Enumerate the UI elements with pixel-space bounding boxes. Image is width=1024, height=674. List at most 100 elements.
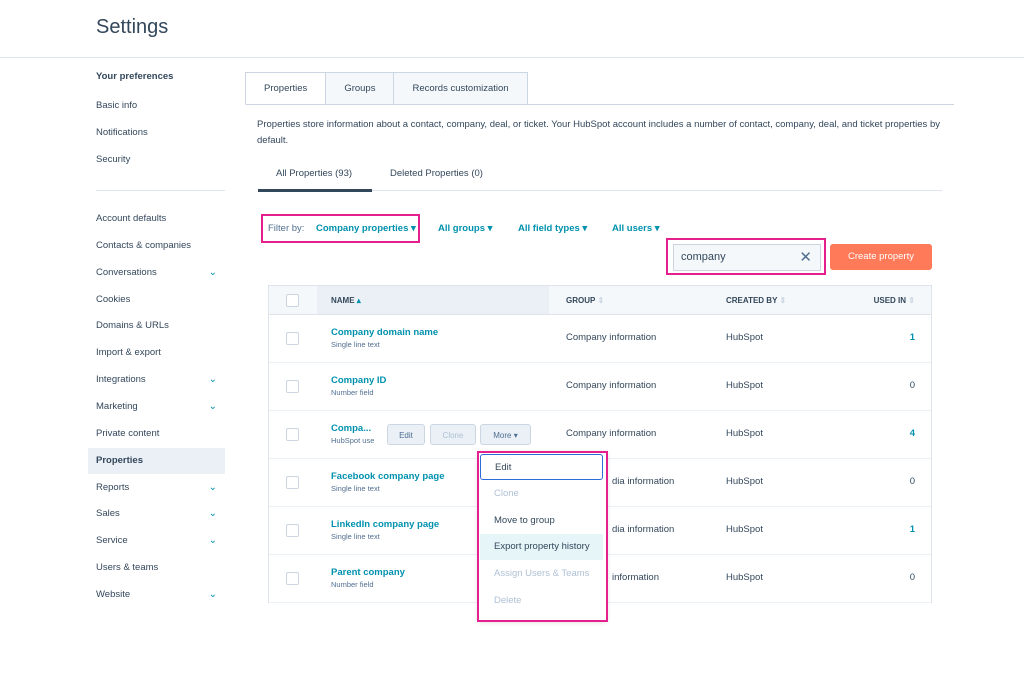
sort-icon: ⇕	[779, 296, 787, 305]
sidebar-item-label: Import & export	[96, 347, 161, 359]
menu-item-clone[interactable]: Clone	[494, 487, 519, 499]
property-group: Company information	[566, 428, 657, 439]
sidebar-item-basic-info[interactable]: Basic info	[96, 100, 138, 111]
sidebar-item-label: Contacts & companies	[96, 239, 192, 251]
property-name-link[interactable]: Compa...	[331, 423, 372, 434]
property-used-in: 0	[909, 572, 915, 583]
sidebar-item-sales[interactable]: Sales ⌄	[96, 501, 225, 527]
sidebar-item-import-export[interactable]: Import & export	[96, 340, 225, 366]
sidebar-item-account-defaults[interactable]: Account defaults	[96, 206, 225, 232]
sidebar-item-label: Users & teams	[96, 562, 159, 574]
property-type: Single line text	[331, 484, 380, 493]
property-group: Company information	[566, 380, 657, 391]
sidebar-item-service[interactable]: Service ⌄	[96, 528, 225, 554]
column-name[interactable]: NAME ▴	[331, 286, 361, 315]
chevron-down-icon[interactable]: ⌄	[208, 588, 217, 600]
menu-item-export-property-history[interactable]: Export property history	[480, 534, 603, 561]
filter-groups-dropdown[interactable]: All groups ▾	[438, 223, 492, 234]
sidebar-item-website[interactable]: Website ⌄	[96, 582, 225, 608]
property-name-link[interactable]: Facebook company page	[331, 471, 445, 482]
sidebar-item-users-teams[interactable]: Users & teams	[96, 555, 225, 581]
property-used-in[interactable]: 1	[909, 332, 915, 343]
clear-search-icon[interactable]: ✕	[799, 249, 812, 266]
caret-down-icon: ▾	[582, 223, 588, 234]
sort-icon: ⇕	[597, 296, 605, 305]
sidebar-item-marketing[interactable]: Marketing ⌄	[96, 394, 225, 420]
filter-object-dropdown[interactable]: Company properties ▾	[316, 223, 416, 234]
property-name-link[interactable]: LinkedIn company page	[331, 519, 440, 530]
sidebar-item-properties[interactable]: Properties	[88, 447, 225, 474]
sidebar-item-label: Integrations	[96, 374, 146, 386]
filter-field-types-value: All field types	[518, 223, 580, 234]
search-input[interactable]: company ✕	[673, 244, 821, 271]
property-created-by: HubSpot	[726, 332, 763, 343]
chevron-down-icon[interactable]: ⌄	[208, 266, 217, 278]
property-used-in[interactable]: 4	[909, 428, 915, 439]
sidebar-item-reports[interactable]: Reports ⌄	[96, 475, 225, 501]
menu-item-assign-users-teams[interactable]: Assign Users & Teams	[494, 568, 590, 580]
menu-item-delete[interactable]: Delete	[494, 595, 522, 606]
sidebar-item-domains-urls[interactable]: Domains & URLs	[96, 313, 225, 339]
property-name-link[interactable]: Parent company	[331, 567, 405, 578]
tab-records-customization[interactable]: Records customization	[393, 72, 528, 105]
sort-icon: ⇕	[908, 296, 915, 305]
sidebar-item-private-content[interactable]: Private content	[96, 421, 225, 447]
row-checkbox[interactable]	[286, 572, 299, 585]
menu-item-edit[interactable]: Edit	[480, 454, 603, 480]
table-row: Company ID Number field Company informat…	[269, 363, 931, 411]
property-name-link[interactable]: Company domain name	[331, 327, 439, 338]
sidebar-item-contacts-companies[interactable]: Contacts & companies	[96, 233, 225, 259]
edit-button[interactable]: Edit	[387, 424, 425, 445]
property-type: Single line text	[331, 340, 380, 349]
filter-groups-value: All groups	[438, 223, 485, 234]
create-property-button[interactable]: Create property	[830, 244, 932, 270]
property-used-in: 0	[909, 380, 915, 391]
column-used-in[interactable]: USED IN ⇕	[874, 286, 915, 315]
row-checkbox[interactable]	[286, 332, 299, 345]
highlight-box	[666, 238, 826, 275]
row-checkbox[interactable]	[286, 476, 299, 489]
property-created-by: HubSpot	[726, 428, 763, 439]
property-name-link[interactable]: Company ID	[331, 375, 387, 386]
sidebar-item-cookies[interactable]: Cookies	[96, 287, 225, 313]
menu-item-move-to-group[interactable]: Move to group	[494, 514, 555, 526]
column-name-label: NAME	[331, 296, 355, 305]
chevron-down-icon[interactable]: ⌄	[208, 481, 217, 493]
column-used-in-label: USED IN	[873, 296, 907, 305]
subtab-all-properties[interactable]: All Properties (93)	[276, 168, 353, 179]
row-checkbox[interactable]	[286, 380, 299, 393]
sidebar-item-conversations[interactable]: Conversations ⌄	[96, 260, 225, 286]
row-checkbox[interactable]	[286, 524, 299, 537]
row-checkbox[interactable]	[286, 428, 299, 441]
sidebar-item-security[interactable]: Security	[96, 154, 131, 165]
sidebar-item-label: Reports	[96, 481, 130, 493]
column-created-by-label: CREATED BY	[726, 296, 778, 305]
more-button[interactable]: More ▾	[480, 424, 531, 445]
chevron-down-icon[interactable]: ⌄	[208, 374, 217, 386]
chevron-down-icon[interactable]: ⌄	[208, 508, 217, 520]
property-group: dia information	[612, 524, 675, 535]
property-type: Number field	[331, 388, 374, 397]
column-created-by[interactable]: CREATED BY ⇕	[726, 286, 786, 315]
sidebar-item-label: Properties	[96, 454, 143, 466]
sidebar-item-integrations[interactable]: Integrations ⌄	[96, 367, 225, 393]
property-used-in[interactable]: 1	[909, 524, 915, 535]
sidebar-item-label: Cookies	[96, 293, 131, 305]
filter-field-types-dropdown[interactable]: All field types ▾	[518, 223, 587, 234]
filter-object-value: Company properties	[316, 223, 409, 234]
search-value: company	[681, 251, 726, 263]
filter-users-dropdown[interactable]: All users ▾	[612, 223, 660, 234]
sidebar-item-label: Conversations	[96, 266, 157, 278]
subtab-deleted-properties[interactable]: Deleted Properties (0)	[390, 168, 483, 179]
tabs-divider	[246, 104, 954, 105]
tab-properties[interactable]: Properties	[245, 72, 327, 105]
clone-button[interactable]: Clone	[430, 424, 476, 445]
select-all-checkbox[interactable]	[286, 294, 299, 307]
chevron-down-icon[interactable]: ⌄	[208, 535, 217, 547]
description: Properties store information about a con…	[257, 119, 940, 146]
more-dropdown-menu: Edit Clone Move to group Export property hi…	[478, 452, 607, 621]
column-group[interactable]: GROUP ⇕	[566, 286, 604, 315]
sidebar-item-notifications[interactable]: Notifications	[96, 127, 148, 138]
tab-groups[interactable]: Groups	[325, 72, 395, 105]
chevron-down-icon[interactable]: ⌄	[208, 400, 217, 412]
